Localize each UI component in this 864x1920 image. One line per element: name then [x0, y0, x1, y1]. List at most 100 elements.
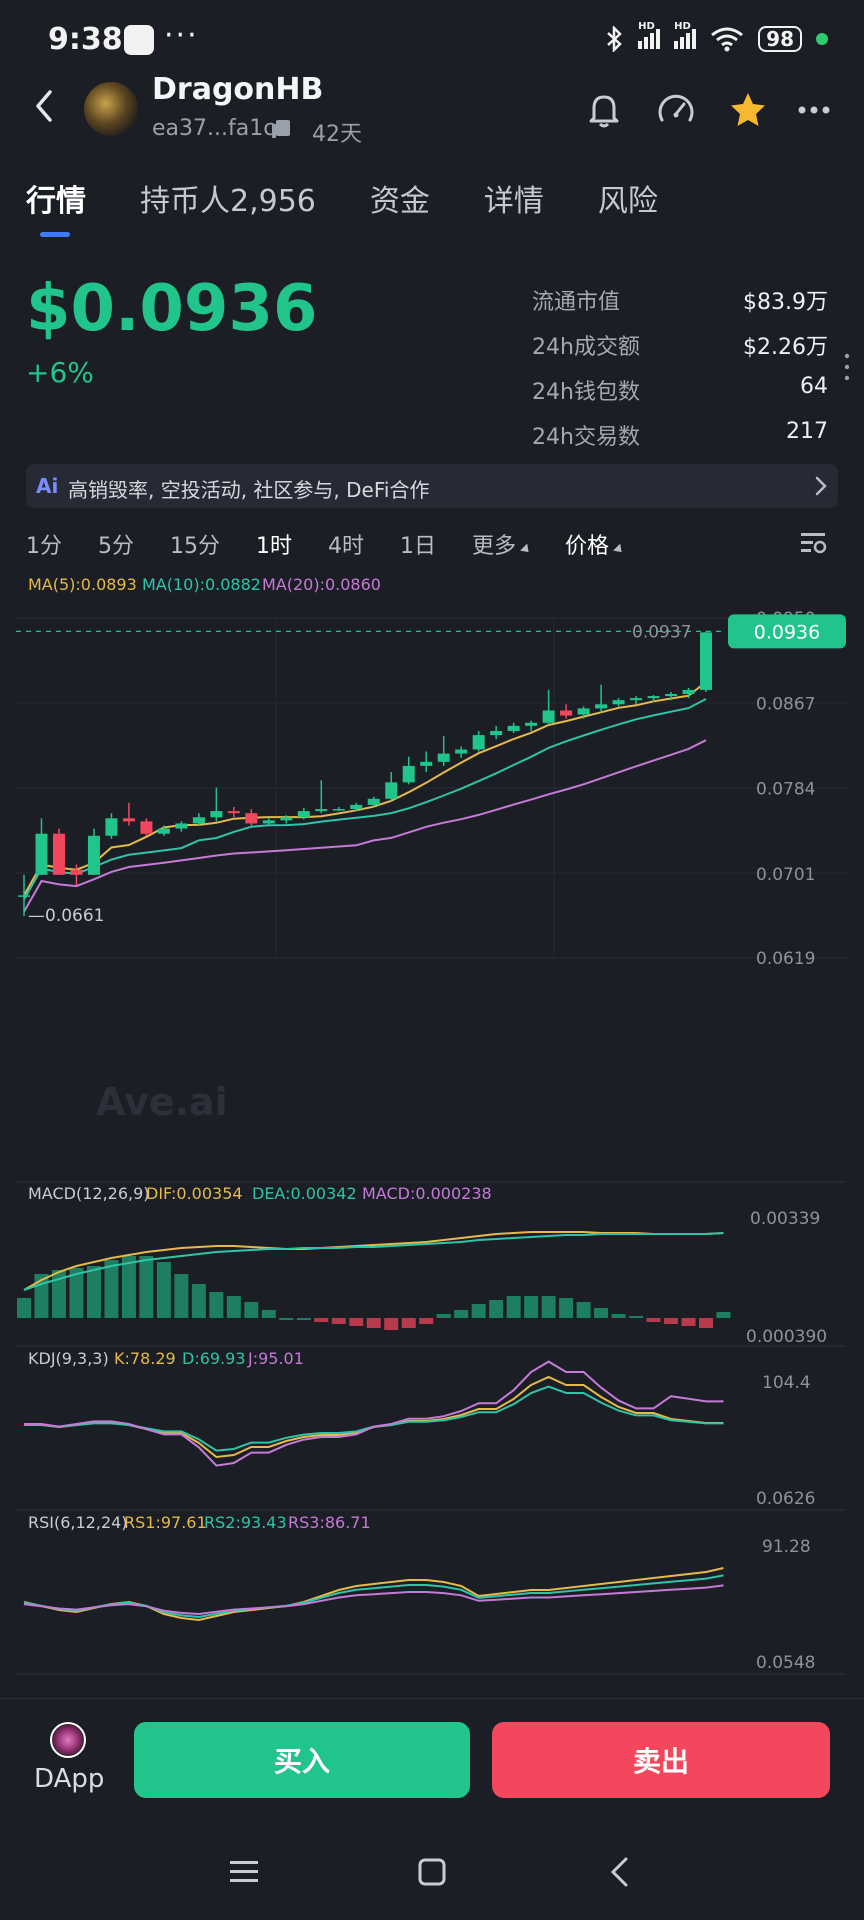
- candle-body: [490, 730, 503, 736]
- dapp-label[interactable]: DApp: [34, 1764, 105, 1794]
- signal-icon: HD: [638, 21, 661, 49]
- macd-title: MACD(12,26,9): [28, 1184, 150, 1203]
- token-avatar: [84, 82, 138, 136]
- tab-holders[interactable]: 持币人2,956: [140, 184, 316, 219]
- kdj-d: D:69.93: [182, 1349, 246, 1368]
- price-y-tick: 0.0867: [756, 694, 815, 714]
- macd-bar: [331, 1318, 346, 1324]
- bell-icon[interactable]: [582, 88, 626, 132]
- price-chart[interactable]: Ave.ai MA(5):0.0893 MA(10):0.0882 MA(20)…: [0, 560, 864, 1690]
- macd-bar: [279, 1318, 294, 1320]
- interval-5m[interactable]: 5分: [98, 534, 134, 559]
- price-y-tick: 0.0619: [756, 949, 815, 969]
- macd-bar: [716, 1312, 731, 1318]
- macd-dif: DIF:0.00354: [146, 1184, 243, 1203]
- token-name: DragonHB: [152, 72, 324, 107]
- interval-1h[interactable]: 1时: [256, 534, 292, 559]
- stat-label-wallets: 24h钱包数: [532, 380, 640, 405]
- candle-body: [630, 698, 643, 701]
- tab-market[interactable]: 行情: [26, 184, 86, 219]
- copy-icon[interactable]: [270, 118, 292, 140]
- dropdown-triangle-icon: [613, 543, 626, 556]
- macd-bar: [349, 1318, 364, 1326]
- tab-risk[interactable]: 风险: [597, 184, 658, 219]
- speedometer-icon[interactable]: [654, 88, 698, 132]
- low-price-pointer: —: [28, 906, 45, 926]
- candle-body: [192, 817, 205, 824]
- kdj-j-line: [24, 1360, 724, 1467]
- last-price-tag: [728, 614, 846, 649]
- candle-body: [542, 710, 555, 723]
- interval-4h[interactable]: 4时: [328, 534, 364, 559]
- candle-body: [18, 895, 30, 897]
- stat-label-market-cap: 流通市值: [532, 290, 621, 315]
- macd-bar: [471, 1304, 486, 1318]
- interval-1d[interactable]: 1日: [400, 534, 436, 559]
- kdj-ytick-top: 104.4: [762, 1373, 811, 1393]
- home-nav-icon[interactable]: [416, 1856, 448, 1888]
- macd-ytick-top: 0.00339: [750, 1209, 820, 1229]
- ma10-legend: MA(10):0.0882: [142, 575, 261, 594]
- more-vertical-icon[interactable]: [844, 352, 850, 382]
- macd-bar: [611, 1314, 626, 1318]
- more-options-icon[interactable]: [792, 88, 836, 132]
- back-arrow-icon[interactable]: [28, 86, 60, 126]
- wifi-icon: [711, 27, 744, 52]
- candle-body: [175, 823, 188, 829]
- macd-bar: [436, 1314, 451, 1318]
- low-price-label: —0.0661: [28, 906, 104, 926]
- macd-bar: [261, 1310, 276, 1318]
- candle-body: [87, 835, 100, 875]
- macd-bar: [629, 1316, 644, 1318]
- sell-button[interactable]: 卖出: [492, 1722, 830, 1798]
- macd-bar: [559, 1298, 574, 1318]
- rsi-ytick-bottom: 0.0548: [756, 1653, 815, 1673]
- qq-notification-icon: [124, 25, 154, 55]
- candle-body: [682, 689, 695, 695]
- tab-funds[interactable]: 资金: [369, 184, 430, 219]
- kdj-ytick-bottom: 0.0626: [756, 1489, 815, 1509]
- candle-body: [210, 811, 223, 818]
- ma10-line: [23, 698, 707, 900]
- macd-bar: [541, 1296, 556, 1318]
- macd-bar: [506, 1296, 521, 1318]
- chart-settings-icon[interactable]: [798, 528, 828, 558]
- chevron-right-icon: [815, 476, 827, 496]
- candle-body: [700, 632, 712, 690]
- dapp-icon[interactable]: [50, 1722, 86, 1758]
- macd-bar: [121, 1256, 136, 1318]
- rsi-title: RSI(6,12,24): [28, 1513, 128, 1532]
- candle-body: [665, 694, 678, 697]
- token-age: 42天: [312, 122, 362, 147]
- star-favorite-icon[interactable]: [726, 88, 770, 132]
- macd-bar: [384, 1318, 399, 1330]
- battery-indicator: 98: [758, 26, 802, 52]
- interval-more-dropdown[interactable]: 更多: [472, 528, 533, 560]
- candle-body: [332, 809, 345, 811]
- moving-average-lines: [23, 681, 707, 913]
- tab-details[interactable]: 详情: [483, 184, 544, 219]
- stat-label-volume: 24h成交额: [532, 335, 640, 360]
- interval-15m[interactable]: 15分: [170, 534, 220, 559]
- signal-label: HD: [638, 21, 655, 32]
- interval-1m[interactable]: 1分: [26, 534, 62, 559]
- buy-button[interactable]: 买入: [134, 1722, 470, 1798]
- candle-body: [245, 813, 258, 824]
- section-tabs: 行情 持币人2,956 资金 详情 风险: [26, 176, 712, 220]
- interval-more-label: 更多: [472, 534, 517, 559]
- macd-bar: [17, 1298, 31, 1318]
- low-price-value: 0.0661: [45, 906, 104, 926]
- macd-bar: [454, 1310, 469, 1318]
- ai-summary-banner[interactable]: [26, 464, 838, 508]
- price-mode-dropdown[interactable]: 价格: [565, 528, 626, 560]
- macd-bar: [156, 1262, 171, 1318]
- back-nav-icon[interactable]: [606, 1856, 632, 1888]
- last-price-tag-text: 0.0936: [754, 621, 820, 643]
- candle-body: [525, 722, 538, 726]
- candle-body: [52, 833, 65, 875]
- macd-bar: [401, 1318, 416, 1328]
- menu-nav-icon[interactable]: [228, 1858, 260, 1886]
- chart-grid: [16, 617, 846, 959]
- rsi-legend: RSI(6,12,24) RS1:97.61 RS2:93.43 RS3:86.…: [28, 1513, 371, 1532]
- ma5-line: [23, 681, 707, 896]
